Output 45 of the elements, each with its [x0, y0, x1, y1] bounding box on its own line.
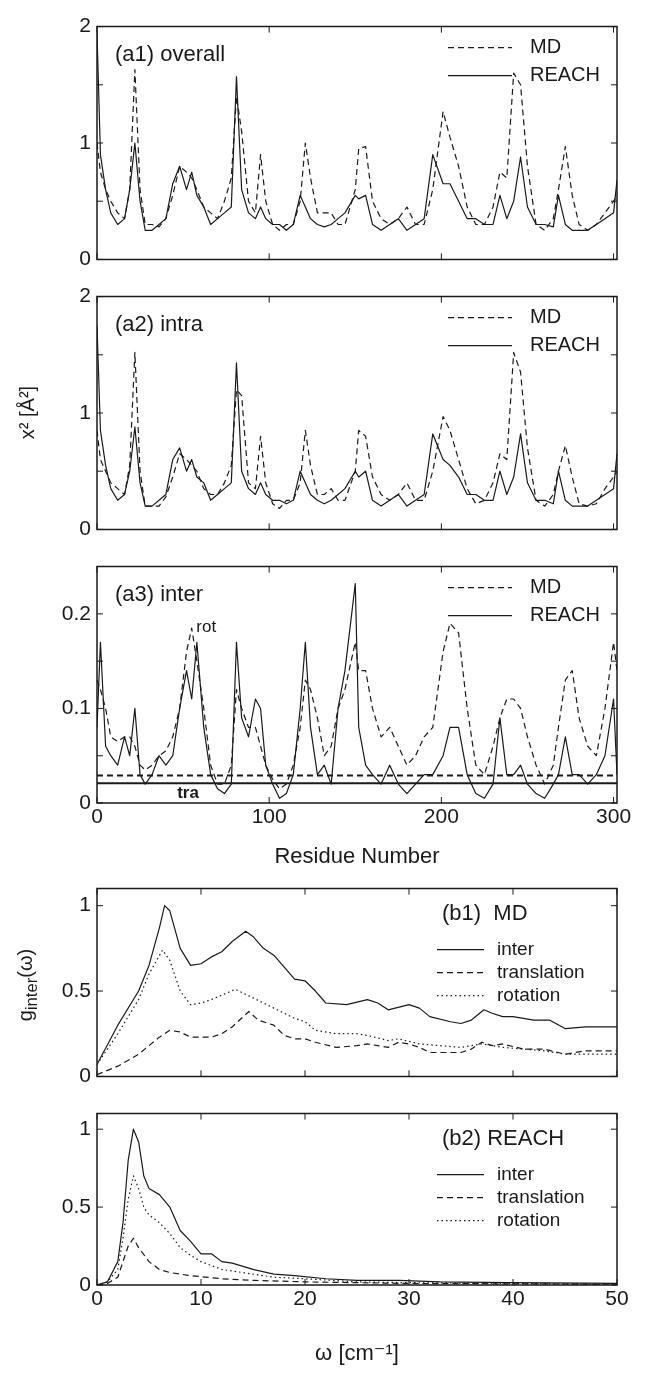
y-axis-title: x² [Å²]	[16, 385, 40, 440]
text: (a2) intra	[115, 310, 204, 336]
x-tick-label: 200	[423, 804, 459, 828]
legend-label: REACH	[530, 603, 601, 626]
legend-label: MD	[530, 305, 562, 328]
y-tick-label: 0	[79, 516, 91, 540]
y-tick-label: 0	[79, 246, 91, 270]
y-tick-label: 0	[79, 1063, 91, 1087]
x-tick-label: 20	[293, 1286, 317, 1310]
y-tick-label: 0.5	[61, 1193, 91, 1217]
x-tick-label: 100	[251, 804, 287, 828]
y-tick-label: 2	[79, 13, 91, 37]
y-tick-label: 1	[79, 892, 91, 916]
x-tick-label: 10	[189, 1286, 213, 1310]
y-tick-label: 1	[79, 1115, 91, 1139]
legend-label: REACH	[530, 63, 601, 86]
x-tick-label: 40	[501, 1286, 525, 1310]
legend-label: inter	[497, 1162, 535, 1184]
x-tick-label: 30	[397, 1286, 421, 1310]
y-tick-label: 0	[79, 789, 91, 813]
y-tick-label: 1	[79, 129, 91, 153]
y-tick-label: 1	[79, 399, 91, 423]
legend-label: MD	[530, 35, 562, 58]
text: (a3) inter	[115, 580, 204, 606]
x-tick-label: 300	[596, 804, 632, 828]
x-tick-label: 50	[605, 1286, 629, 1310]
text: (a1) overall	[115, 40, 226, 66]
x-axis-title: Residue Number	[274, 842, 440, 868]
legend-label: translation	[497, 1185, 585, 1207]
y-tick-label: 0.5	[61, 977, 91, 1001]
text: (b2) REACH	[442, 1124, 565, 1150]
annotation: rot	[196, 616, 217, 636]
y-tick-label: 0.1	[61, 695, 91, 719]
y-tick-label: 0.2	[61, 600, 91, 624]
text: (b1) MD	[442, 899, 528, 925]
legend-label: MD	[530, 575, 562, 598]
legend-label: REACH	[530, 333, 601, 356]
legend-label: rotation	[497, 983, 561, 1005]
legend-label: inter	[497, 937, 535, 959]
legend-label: translation	[497, 960, 585, 982]
ref-line-label: tra	[177, 783, 200, 803]
x-axis-title: ω [cm⁻¹]	[315, 1339, 399, 1365]
y-tick-label: 2	[79, 283, 91, 307]
legend-label: rotation	[497, 1208, 561, 1230]
y-tick-label: 0	[79, 1271, 91, 1295]
